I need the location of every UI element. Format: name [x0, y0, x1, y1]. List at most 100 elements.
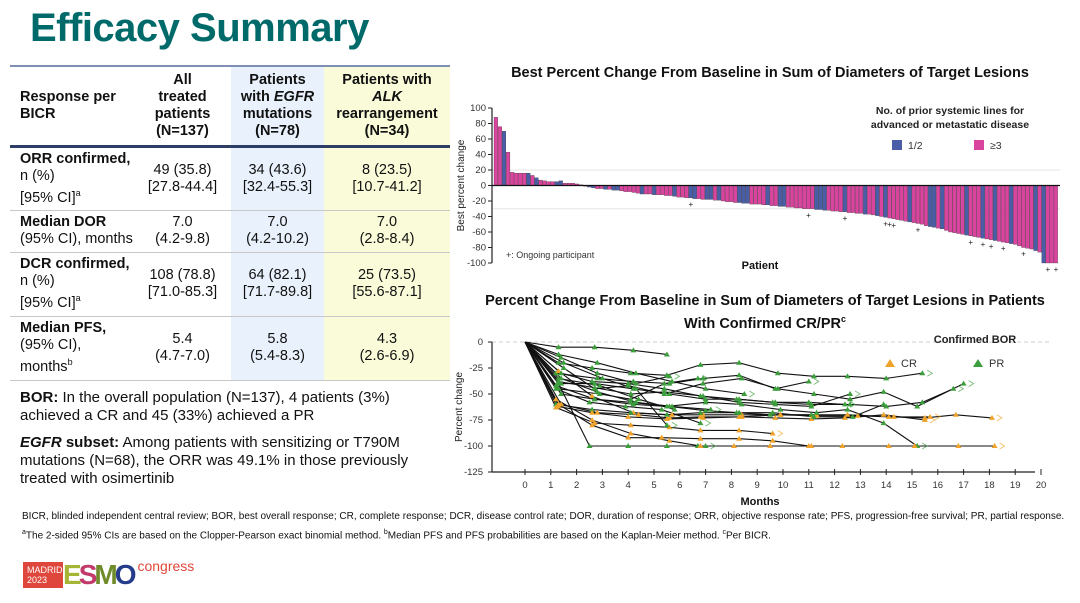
waterfall-bar — [863, 185, 868, 215]
logo-letter: E — [63, 559, 82, 590]
response-marker — [560, 365, 567, 370]
table-row: DCR confirmed, n (%) [95% CI]a 108 (78.8) [7… — [10, 252, 450, 317]
response-marker — [772, 399, 779, 405]
ongoing-arrow — [705, 419, 712, 427]
response-marker — [950, 385, 957, 391]
table-cell: 34 (43.6) [32.4-55.3] — [231, 146, 324, 211]
logo-suffix: congress — [137, 558, 195, 574]
response-marker — [880, 420, 887, 426]
waterfall-bar — [915, 185, 920, 224]
x-tick-label: 0 — [522, 480, 527, 491]
footnote-mark: a — [75, 187, 81, 198]
waterfall-bar — [871, 185, 876, 216]
response-marker — [635, 396, 642, 402]
waterfall-bar — [1045, 185, 1050, 264]
y-tick-label: 80 — [475, 119, 486, 130]
response-marker — [666, 403, 673, 409]
x-tick-label: 11 — [804, 480, 814, 491]
response-marker — [736, 372, 743, 378]
y-tick-label: -75 — [469, 415, 483, 426]
row-label-text: n (%) — [20, 167, 55, 184]
response-marker — [813, 409, 820, 415]
ongoing-arrow — [934, 413, 941, 421]
legend-label: PR — [989, 358, 1004, 370]
waterfall-bar — [968, 185, 973, 236]
waterfall-bar — [956, 185, 961, 234]
response-marker — [810, 391, 817, 396]
ongoing-marker: + — [891, 221, 896, 230]
logo-letter: M — [94, 559, 117, 590]
response-marker — [552, 382, 559, 388]
response-marker — [702, 385, 709, 391]
statistical-footnote: aThe 2-sided 95% CIs are based on the Cl… — [22, 525, 1072, 544]
waterfall-chart-title: Best Percent Change From Baseline in Sum… — [511, 65, 1029, 81]
waterfall-bar — [522, 172, 527, 186]
response-marker — [627, 422, 634, 428]
response-marker — [630, 378, 637, 384]
row-label-detail: [95% CI]a — [20, 290, 134, 312]
y-tick-label: 60 — [475, 134, 486, 145]
waterfall-bar — [696, 185, 701, 199]
ongoing-marker: + — [1021, 250, 1026, 259]
response-marker — [555, 344, 562, 350]
waterfall-bar — [558, 180, 563, 186]
waterfall-bar — [826, 185, 831, 211]
waterfall-bar — [899, 185, 904, 221]
waterfall-bar — [781, 185, 786, 207]
waterfall-bar — [895, 185, 900, 220]
ongoing-arrow — [921, 442, 929, 450]
cell-line: (2.6-6.9) — [359, 348, 415, 364]
waterfall-bar — [1037, 185, 1042, 253]
response-marker — [847, 401, 854, 407]
table-row: Median PFS, (95% CI), monthsb 5.4 (4.7-7.0) 5… — [10, 316, 450, 381]
response-marker — [885, 443, 892, 448]
cell-line: (5.4-8.3) — [250, 348, 305, 364]
cell-line: (4.2-9.8) — [155, 231, 210, 247]
y-tick-label: -60 — [472, 227, 486, 238]
response-marker — [738, 375, 745, 381]
response-marker — [777, 411, 784, 417]
response-marker — [591, 384, 598, 390]
header-line: (N=78) — [255, 122, 300, 139]
ongoing-arrow — [749, 390, 756, 398]
waterfall-bar — [923, 185, 928, 226]
table-cell: 49 (35.8) [27.8-44.4] — [134, 146, 231, 211]
waterfall-bar — [928, 185, 933, 227]
waterfall-bar — [919, 185, 924, 225]
response-marker — [697, 409, 704, 415]
cell-line: 7.0 — [172, 214, 193, 230]
waterfall-bar — [984, 185, 989, 240]
waterfall-bar — [798, 185, 803, 209]
waterfall-bar — [854, 185, 860, 214]
waterfall-bar — [822, 185, 827, 211]
footnote-mark: b — [383, 528, 388, 536]
y-tick-label: -100 — [467, 258, 486, 269]
waterfall-bar — [818, 185, 823, 210]
response-marker — [594, 409, 601, 415]
row-label-text: [95% CI] — [20, 294, 76, 311]
response-marker — [658, 406, 665, 412]
legend-title: Confirmed BOR — [934, 334, 1017, 346]
response-marker — [558, 370, 565, 376]
waterfall-chart: 100 80 60 40 20 0 -20 -40 -60 -80 -100 Best percent… — [456, 103, 1060, 274]
ongoing-arrow — [849, 401, 856, 408]
waterfall-bar — [940, 185, 945, 230]
table-cell: 7.0 (2.8-8.4) — [324, 210, 450, 253]
response-marker — [697, 427, 704, 433]
ongoing-arrow — [929, 416, 936, 424]
waterfall-bar — [761, 185, 766, 205]
response-marker — [552, 396, 559, 402]
legend-label: 1/2 — [908, 140, 923, 152]
waterfall-bar — [530, 175, 535, 186]
response-marker — [738, 413, 745, 419]
egfr-label-italic: EGFR — [20, 434, 62, 451]
patient-line — [524, 341, 923, 379]
header-line: Patients — [249, 71, 306, 88]
header-text: with — [240, 88, 274, 105]
x-tick-label: 9 — [755, 480, 760, 491]
y-tick-label: -100 — [464, 441, 483, 452]
waterfall-bar — [526, 172, 531, 186]
row-label-title: ORR confirmed, — [20, 150, 131, 167]
response-marker — [632, 399, 639, 405]
